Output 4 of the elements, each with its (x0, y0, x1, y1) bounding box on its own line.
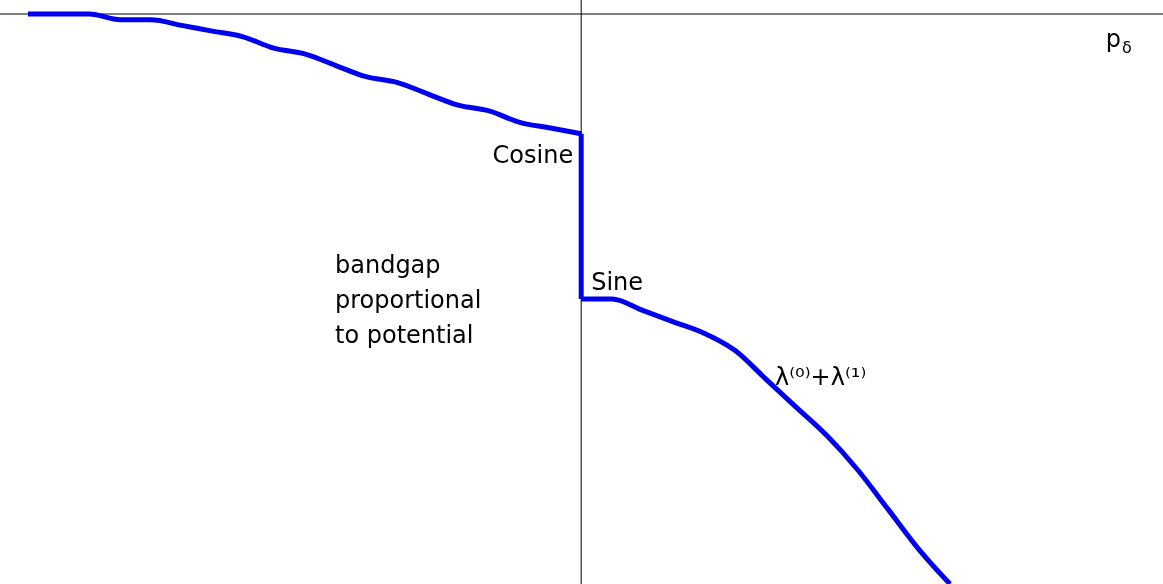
annotation: bandgap proportional to potential (335, 251, 482, 349)
annotation: Cosine (492, 140, 574, 169)
annotation: Sine (591, 268, 644, 296)
annotation: λ⁽⁰⁾+λ⁽¹⁾ (775, 363, 867, 391)
